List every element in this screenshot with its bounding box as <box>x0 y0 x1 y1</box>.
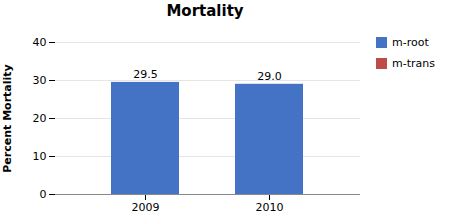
svg-text:29.5: 29.5 <box>133 68 158 81</box>
svg-text:0: 0 <box>40 188 47 201</box>
svg-text:Percent Mortality: Percent Mortality <box>1 64 14 172</box>
html-text:m-root: m-root <box>392 36 429 49</box>
svg-text:10: 10 <box>33 150 47 163</box>
svg-text:29.0: 29.0 <box>257 70 282 83</box>
svg-text:30: 30 <box>33 74 47 87</box>
svg-text:2009: 2009 <box>132 201 160 214</box>
svg-text:20: 20 <box>33 112 47 125</box>
svg-text:2010: 2010 <box>256 201 284 214</box>
svg-text:40: 40 <box>33 36 47 49</box>
html-text:m-trans: m-trans <box>392 57 435 70</box>
html-text:Mortality: Mortality <box>166 2 244 20</box>
